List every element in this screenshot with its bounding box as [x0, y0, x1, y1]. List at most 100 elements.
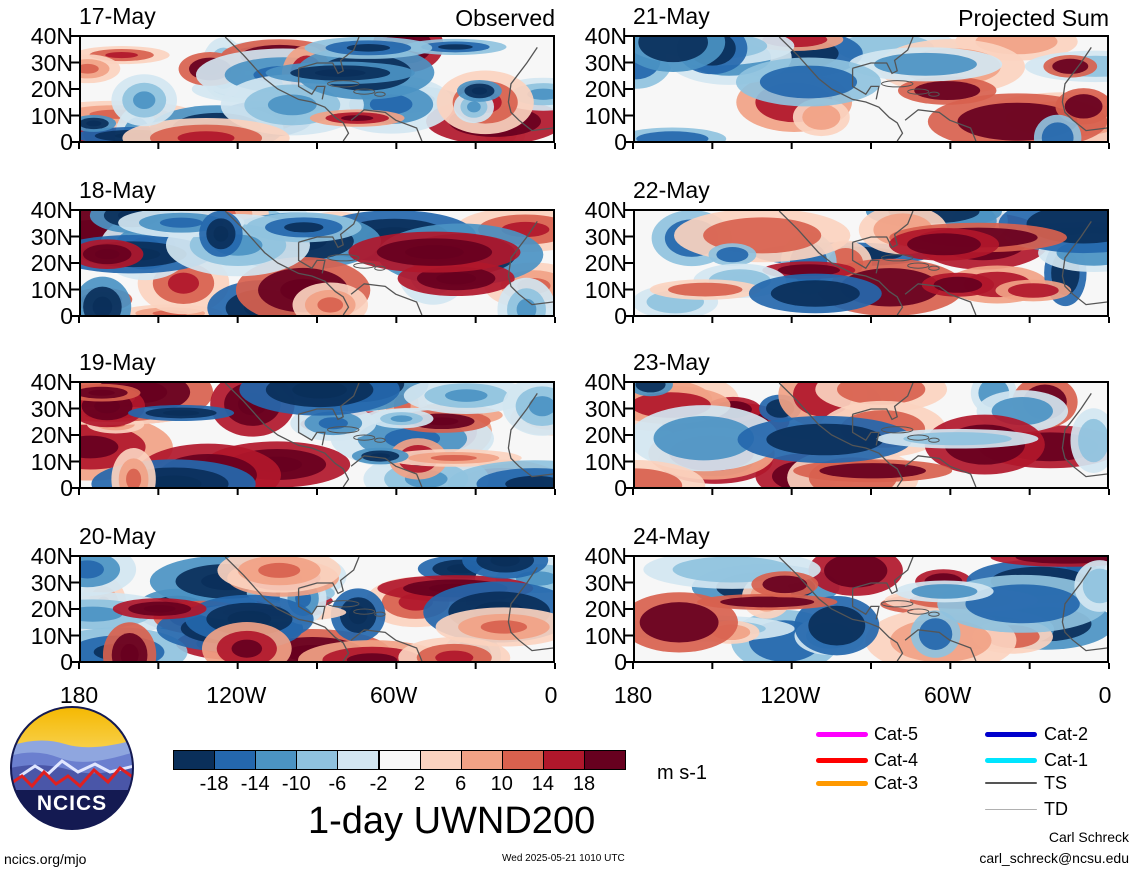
uwnd-map: [79, 209, 555, 317]
tick-marks: [71, 209, 556, 323]
colorbar-tick-label: -14: [240, 773, 270, 795]
latitude-label: 0: [60, 303, 73, 329]
latitude-label: 40N: [584, 197, 627, 223]
legend-label: TD: [1044, 799, 1068, 819]
latitude-label: 20N: [30, 422, 73, 448]
legend-swatch: [985, 758, 1037, 763]
panel-date: 24-May: [633, 523, 710, 549]
colorbar-cell: [501, 750, 544, 770]
legend-label: Cat-5: [874, 724, 919, 744]
colorbar-cell: [460, 750, 503, 770]
logo-text: NCICS: [36, 792, 108, 815]
legend-swatch: [816, 781, 868, 786]
latitude-label: 30N: [30, 395, 73, 422]
panel-tag: Projected Sum: [958, 5, 1109, 31]
longitude-label: 60W: [924, 682, 972, 708]
latitude-label: 20N: [30, 596, 73, 622]
latitude-label: 30N: [584, 49, 627, 76]
latitude-label: 0: [60, 129, 73, 155]
colorbar-tick-label: -18: [199, 773, 229, 795]
latitude-label: 10N: [30, 622, 73, 649]
footer-author: Carl Schreck: [1048, 829, 1129, 845]
legend-label: TS: [1044, 773, 1068, 793]
panel-tag: Observed: [455, 5, 555, 31]
colorbar-cell: [296, 750, 339, 770]
latitude-label: 40N: [30, 543, 73, 569]
latitude-label: 20N: [584, 76, 627, 102]
latitude-label: 30N: [30, 49, 73, 76]
legend-swatch: [985, 732, 1037, 737]
latitude-label: 30N: [30, 223, 73, 250]
latitude-label: 0: [614, 303, 627, 329]
latitude-label: 10N: [584, 102, 627, 129]
colorbar-tick-label: -10: [281, 773, 311, 795]
colorbar-title: 1-day UWND200: [308, 800, 596, 842]
panel-date: 18-May: [79, 177, 156, 203]
colorbar-tick-label: 10: [490, 773, 513, 795]
colorbar-cell: [584, 750, 627, 770]
ncics-logo: NCICS: [10, 706, 134, 830]
latitude-label: 40N: [584, 543, 627, 569]
colorbar-cell: [337, 750, 380, 770]
panel-date: 23-May: [633, 349, 710, 375]
uwnd-map: [633, 209, 1109, 317]
latitude-label: 10N: [30, 102, 73, 129]
panel-date: 19-May: [79, 349, 156, 375]
latitude-label: 10N: [584, 448, 627, 475]
uwnd-map: [633, 35, 1109, 143]
latitude-label: 30N: [584, 569, 627, 596]
uwnd-map: [633, 555, 1109, 663]
uwnd-map: [79, 381, 555, 489]
latitude-label: 0: [60, 649, 73, 675]
panel-date: 20-May: [79, 523, 156, 549]
latitude-label: 0: [614, 649, 627, 675]
colorbar-units: m s-1: [657, 762, 707, 784]
latitude-label: 40N: [30, 369, 73, 395]
colorbar-tick-label: -2: [369, 773, 388, 795]
uwnd-map: [79, 35, 555, 143]
latitude-label: 10N: [30, 448, 73, 475]
latitude-label: 30N: [584, 395, 627, 422]
latitude-label: 10N: [30, 276, 73, 303]
longitude-label: 180: [613, 682, 653, 708]
latitude-label: 40N: [30, 197, 73, 223]
legend-swatch: [816, 732, 868, 737]
colorbar-tick-label: 14: [531, 773, 555, 795]
colorbar-tick-label: -6: [328, 773, 347, 795]
colorbar-tick-label: 6: [455, 773, 467, 795]
longitude-label: 120W: [760, 682, 821, 708]
tick-marks: [625, 209, 1110, 323]
latitude-label: 0: [60, 475, 73, 501]
latitude-label: 20N: [584, 422, 627, 448]
latitude-label: 20N: [30, 250, 73, 276]
latitude-label: 20N: [584, 596, 627, 622]
colorbar-cell: [173, 750, 216, 770]
panel-date: 21-May: [633, 3, 710, 29]
latitude-label: 40N: [584, 23, 627, 49]
panel-date: 22-May: [633, 177, 710, 203]
latitude-label: 20N: [584, 250, 627, 276]
longitude-label: 120W: [206, 682, 267, 708]
latitude-label: 30N: [584, 223, 627, 250]
legend-label: Cat-1: [1044, 750, 1089, 770]
legend-swatch: [985, 782, 1037, 784]
longitude-label: 60W: [370, 682, 418, 708]
colorbar-cell: [542, 750, 585, 770]
latitude-label: 10N: [584, 276, 627, 303]
longitude-label: 0: [544, 682, 558, 708]
colorbar-cell: [255, 750, 298, 770]
legend-label: Cat-3: [874, 773, 919, 793]
latitude-label: 30N: [30, 569, 73, 596]
footer-email: carl_schreck@ncsu.edu: [979, 850, 1129, 866]
latitude-label: 20N: [30, 76, 73, 102]
uwnd-map: [79, 555, 555, 663]
tick-marks: [625, 555, 1110, 669]
colorbar-tick-label: 2: [414, 773, 426, 795]
longitude-label: 0: [1098, 682, 1112, 708]
colorbar-cell: [419, 750, 462, 770]
colorbar-cell: [378, 750, 421, 770]
tick-marks: [625, 35, 1110, 149]
legend-swatch: [985, 809, 1037, 810]
tick-marks: [71, 555, 556, 669]
uwnd-map: [633, 381, 1109, 489]
